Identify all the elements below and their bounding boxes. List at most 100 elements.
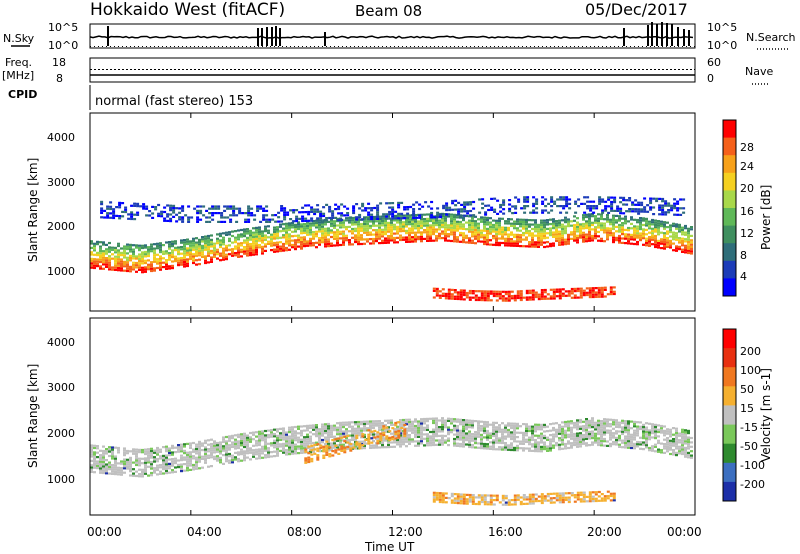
power-cell <box>526 205 530 208</box>
velocity-cell <box>507 444 510 447</box>
velocity-cell <box>117 468 120 472</box>
velocity-cell <box>462 498 466 501</box>
power-cell <box>564 243 567 246</box>
power-cell <box>276 243 279 246</box>
velocity-cell <box>216 459 219 462</box>
power-cell <box>531 238 534 242</box>
power-cell <box>384 226 387 229</box>
power-cell <box>531 227 534 231</box>
power-cell <box>252 233 255 236</box>
power-cell <box>168 265 171 268</box>
power-cell <box>523 205 527 208</box>
power-cell <box>282 234 285 237</box>
power-cell <box>387 221 390 224</box>
velocity-cell <box>147 454 150 457</box>
velocity-cell <box>477 494 481 497</box>
velocity-cell <box>441 494 445 497</box>
power-cell <box>567 233 570 236</box>
power-cell <box>397 201 401 204</box>
power-cell <box>372 224 375 227</box>
power-cell <box>414 227 417 230</box>
power-cell <box>486 223 489 226</box>
power-cell <box>612 216 615 219</box>
power-cell <box>192 242 195 245</box>
power-cell <box>264 243 267 246</box>
power-cell <box>369 242 372 245</box>
power-cell <box>438 237 441 240</box>
power-cell <box>549 288 553 291</box>
power-cell <box>583 202 587 205</box>
power-cell <box>162 266 165 269</box>
velocity-cell <box>240 439 243 442</box>
velocity-cell <box>162 461 165 464</box>
power-cell <box>552 297 556 300</box>
power-cell <box>381 235 384 238</box>
power-cell <box>658 208 662 211</box>
power-cell <box>456 240 459 243</box>
velocity-cell <box>468 496 472 499</box>
power-cell <box>462 227 465 230</box>
velocity-cell <box>570 431 573 434</box>
velocity-cell <box>627 435 630 438</box>
velocity-cell <box>396 443 399 446</box>
power-cell <box>192 257 195 260</box>
power-cell <box>513 244 516 247</box>
velocity-cell <box>435 491 439 495</box>
velocity-cell <box>588 444 591 447</box>
velocity-cell <box>495 437 498 440</box>
velocity-cell <box>486 447 489 450</box>
power-cell <box>579 294 583 297</box>
velocity-cell <box>321 441 324 444</box>
power-cell <box>259 205 263 208</box>
velocity-cell <box>294 445 297 448</box>
power-cell <box>321 234 324 237</box>
power-cell <box>384 228 387 231</box>
power-cell <box>102 263 105 266</box>
power-cell <box>687 232 690 235</box>
velocity-cell <box>291 432 294 435</box>
power-cell <box>451 202 455 205</box>
velocity-cell <box>345 439 348 442</box>
velocity-cell <box>258 430 261 433</box>
power-cell <box>201 255 204 258</box>
power-cell <box>337 218 341 222</box>
velocity-cell <box>498 441 501 444</box>
power-cell <box>642 232 645 235</box>
power-cell <box>363 229 366 232</box>
power-cell <box>447 228 450 231</box>
power-cell <box>363 238 366 241</box>
power-cell <box>99 247 102 250</box>
power-cell <box>390 219 393 222</box>
power-cell <box>102 267 105 270</box>
velocity-cell <box>459 434 462 437</box>
power-cell <box>459 240 462 243</box>
power-cell <box>327 220 330 223</box>
power-cell <box>258 235 261 238</box>
power-cell <box>624 242 627 245</box>
velocity-cell <box>468 445 471 449</box>
power-cell <box>189 242 192 245</box>
power-cell <box>594 228 597 231</box>
power-cell <box>226 205 230 208</box>
velocity-cell <box>237 446 240 450</box>
velocity-cell <box>303 444 306 448</box>
velocity-cell <box>90 451 93 454</box>
power-cell <box>531 289 535 292</box>
power-cell <box>264 234 267 237</box>
velocity-cell <box>261 452 264 455</box>
power-cell <box>186 264 189 268</box>
velocity-cell <box>249 451 252 454</box>
power-cell <box>402 229 405 233</box>
power-cell <box>519 294 523 297</box>
velocity-cell <box>522 438 525 441</box>
velocity-cell <box>135 457 138 460</box>
power-cell <box>391 208 395 211</box>
velocity-cell <box>582 420 585 423</box>
power-cell <box>493 197 497 200</box>
power-cell <box>222 258 225 261</box>
power-cell <box>225 244 228 247</box>
power-cell <box>336 242 339 245</box>
velocity-cell <box>363 436 366 439</box>
power-cell <box>585 235 588 238</box>
power-cell <box>120 254 123 257</box>
